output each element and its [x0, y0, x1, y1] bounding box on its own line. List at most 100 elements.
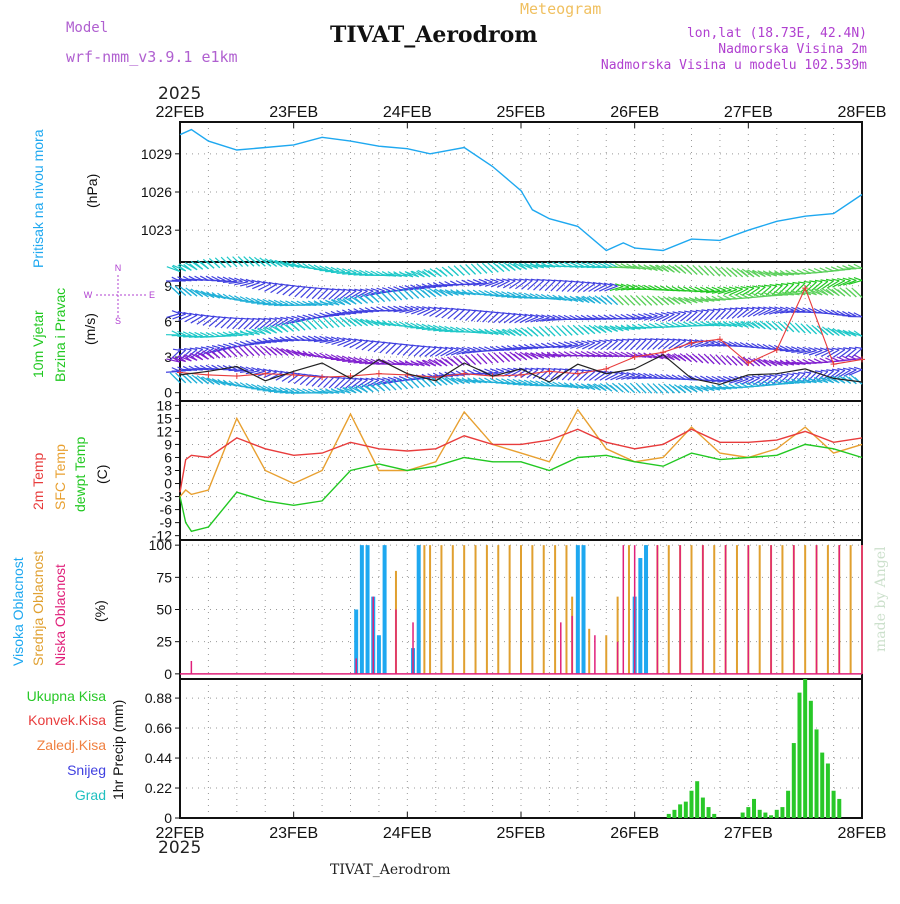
- y-tick-label: 0.44: [145, 750, 172, 766]
- wind-barb: [436, 309, 448, 317]
- pressure-label: Pritisak na nivou mora: [30, 129, 46, 268]
- wind-barb-flag: [389, 294, 396, 301]
- wind-barb-flag: [480, 357, 487, 364]
- wind-barb: [721, 310, 731, 320]
- precip-label-total: Ukupna Kisa: [27, 688, 106, 704]
- wind-barb: [419, 347, 430, 356]
- cloud-bar: [804, 545, 806, 674]
- pressure-line: [180, 130, 862, 251]
- wind-barb-flag: [224, 350, 231, 357]
- wind-unit: (m/s): [82, 313, 98, 345]
- wind-barb-flag: [781, 284, 788, 285]
- cloud-bar: [634, 545, 636, 674]
- cloud-bar: [543, 545, 545, 674]
- model-label: Model: [66, 20, 108, 36]
- y-tick-label: 75: [156, 569, 172, 585]
- precip-bar: [741, 813, 745, 818]
- wind-barb-flag: [468, 358, 475, 365]
- gust-marker: [376, 371, 382, 377]
- cloud-bar: [452, 545, 454, 674]
- wind-barb-flag: [451, 269, 458, 276]
- wind-barb-flag: [793, 283, 800, 284]
- wind-barb-flag: [787, 283, 794, 284]
- wind-barb-flag: [804, 281, 811, 282]
- wind-barb-flag: [770, 285, 777, 286]
- wind-barb-flag: [230, 350, 237, 357]
- wind-barb-flag: [389, 383, 396, 390]
- wind-barb-flag: [787, 374, 794, 375]
- wind-barb-flag: [412, 381, 419, 388]
- wind-barb: [509, 315, 521, 323]
- temp-unit: (C): [94, 465, 110, 484]
- wind-barb: [630, 340, 640, 350]
- precip-bar: [820, 753, 824, 818]
- wind-barb: [647, 340, 657, 350]
- x-tick-label-top: 22FEB: [156, 104, 205, 121]
- wind-barb: [625, 340, 635, 350]
- cloud-bar: [605, 635, 607, 674]
- cloud-bar: [657, 545, 659, 674]
- precip-bar: [672, 810, 676, 818]
- cloud-bar: [440, 545, 442, 674]
- cloud-bar: [360, 545, 364, 674]
- model-elevation: Nadmorska Visina u modelu 102.539m: [601, 58, 867, 73]
- cloud-bar: [571, 616, 573, 674]
- cloud-bar: [377, 635, 381, 674]
- cloud-bar: [623, 545, 625, 674]
- y-tick-label: 25: [156, 634, 172, 650]
- cloud-bar: [565, 545, 567, 674]
- cloud-bar: [554, 545, 556, 674]
- y-tick-label: 0.88: [145, 690, 172, 706]
- wind-barb: [340, 379, 350, 388]
- model-name: wrf-nmm_v3.9.1 e1km: [66, 48, 238, 66]
- precip-bar: [678, 804, 682, 818]
- cloud-bar: [475, 545, 477, 674]
- wind-barb-flag: [321, 321, 328, 328]
- cloud-bar: [520, 545, 522, 674]
- cloud-label-mid: Srednja Oblacnost: [30, 551, 46, 666]
- x-tick-label-bottom: 24FEB: [383, 825, 432, 842]
- wind-barb-flag: [400, 382, 407, 389]
- cloud-bar: [588, 629, 590, 674]
- cloud-bar: [736, 545, 738, 674]
- wind-barb-flag: [474, 357, 481, 364]
- cloud-bar: [383, 545, 387, 674]
- precip-bar: [712, 814, 716, 818]
- year-label-bottom: 2025: [158, 838, 201, 858]
- cloud-bar: [644, 545, 648, 674]
- temp-label-dewpt: dewpt Temp: [72, 437, 88, 512]
- wind-barb: [583, 284, 595, 292]
- precip-bar: [746, 807, 750, 818]
- wind-barb: [556, 281, 566, 291]
- wind-barb: [636, 340, 646, 350]
- x-tick-label-top: 28FEB: [838, 104, 887, 121]
- wind-barb: [642, 340, 652, 350]
- wind-barb: [658, 340, 669, 349]
- wind-barb: [589, 372, 600, 380]
- y-tick-label: 1026: [141, 184, 172, 200]
- precip-bar: [769, 815, 773, 818]
- wind-barb-flag: [304, 323, 311, 330]
- wind-barb: [233, 319, 243, 329]
- precip-bar: [763, 813, 767, 818]
- x-tick-label-top: 27FEB: [724, 104, 773, 121]
- wind-barb-flag: [400, 292, 407, 299]
- wind-barb-flag: [241, 349, 248, 356]
- precip-label-convective: Konvek.Kisa: [28, 712, 106, 728]
- footer-station: TIVAT_Aerodrom: [330, 862, 451, 878]
- precip-bar: [775, 810, 779, 818]
- watermark: made by Angel: [873, 547, 889, 653]
- wind-barb: [732, 309, 743, 318]
- temp-label-2m: 2m Temp: [30, 453, 46, 510]
- wind-barb: [613, 341, 624, 350]
- wind-barb: [414, 347, 424, 356]
- cloud-bar: [395, 610, 397, 674]
- y-tick-label: 50: [156, 602, 172, 618]
- precip-bar: [797, 693, 801, 818]
- wind-barb: [528, 280, 539, 289]
- cloud-bar: [423, 545, 425, 674]
- compass-s: S: [115, 316, 121, 326]
- precip-unit: 1hr Precip (mm): [110, 700, 126, 800]
- compass-e: E: [149, 290, 155, 300]
